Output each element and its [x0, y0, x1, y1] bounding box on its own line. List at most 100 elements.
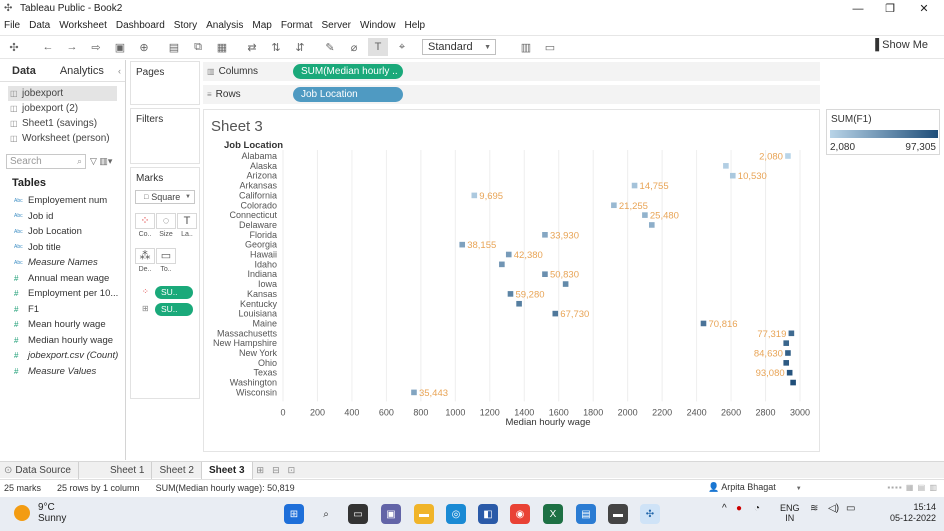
new-worksheet-tab-icon[interactable]: ⊞ [256, 464, 265, 475]
new-worksheet-icon[interactable]: ▤ [168, 41, 180, 54]
data-point[interactable] [562, 281, 569, 287]
sort-ascending-icon[interactable]: ⇅ [271, 41, 281, 54]
menu-story[interactable]: Story [173, 19, 198, 31]
minimize-button[interactable]: — [852, 2, 864, 15]
data-point[interactable] [631, 182, 638, 189]
undo-icon[interactable]: ← [42, 41, 54, 53]
data-point[interactable] [499, 261, 505, 268]
edge-icon[interactable]: ◎ [446, 504, 466, 524]
restore-button[interactable]: ❐ [885, 3, 895, 15]
store-icon[interactable]: ◧ [478, 504, 498, 524]
terminal-icon[interactable]: ▬ [608, 504, 628, 524]
datasource-item[interactable]: ◫ jobexport [8, 86, 117, 101]
data-point[interactable] [542, 271, 548, 277]
task-view-icon[interactable]: ▭ [348, 504, 368, 524]
detail-button[interactable]: ⁂ De.. [135, 248, 155, 278]
filters-card[interactable]: Filters [130, 108, 200, 164]
sort-descending-icon[interactable]: ⇵ [295, 41, 305, 54]
pin-icon[interactable]: ⌖ [398, 40, 406, 53]
weather-widget[interactable]: 9°C Sunny [14, 502, 66, 524]
menu-format[interactable]: Format [280, 19, 313, 31]
mark-type-dropdown[interactable]: □ Square ▼ [135, 190, 195, 204]
field-item[interactable]: # Measure Values [0, 364, 126, 380]
data-point[interactable] [516, 300, 522, 307]
show-cards-icon[interactable]: ▥ [520, 41, 532, 54]
field-item[interactable]: Abc Measure Names [0, 255, 126, 271]
datasource-item[interactable]: ◫ jobexport (2) [0, 101, 125, 116]
data-point[interactable] [785, 350, 791, 356]
volume-icon[interactable]: ◁) [828, 503, 840, 514]
data-point[interactable] [783, 360, 790, 366]
menu-map[interactable]: Map [252, 19, 272, 31]
wifi-icon[interactable]: ≋ [810, 503, 819, 514]
sync-icon[interactable]: ◔ [754, 503, 761, 514]
field-item[interactable]: Abc Job Location [0, 224, 126, 240]
color-legend[interactable]: SUM(F1) 2,080 97,305 [826, 109, 940, 155]
data-point[interactable] [507, 291, 514, 297]
columns-pill[interactable]: SUM(Median hourly .. [293, 64, 403, 79]
close-button[interactable]: ✕ [919, 3, 929, 15]
data-point[interactable] [552, 310, 559, 317]
labels-icon[interactable]: T [368, 38, 388, 56]
worksheet-view[interactable]: Sheet 3 Job Location Median hourly wage … [203, 109, 820, 452]
user-menu[interactable]: 👤 Arpita Bhagat ▼ [708, 482, 802, 493]
group-icon[interactable]: ⌀ [350, 41, 358, 54]
new-datasource-icon[interactable]: ⊕ [139, 41, 149, 54]
clear-sheet-icon[interactable]: ▦ [216, 41, 228, 54]
field-item[interactable]: # Median hourly wage [0, 333, 126, 349]
teams-icon[interactable]: ▣ [381, 504, 401, 524]
columns-shelf[interactable]: ▥ Columns SUM(Median hourly .. [203, 62, 820, 81]
antivirus-icon[interactable]: ● [736, 503, 743, 514]
redo-icon[interactable]: → [66, 41, 78, 53]
data-point[interactable] [790, 379, 796, 386]
field-item[interactable]: # Mean hourly wage [0, 317, 126, 333]
collapse-icon[interactable]: ‹ [118, 65, 121, 76]
swap-icon[interactable]: ⇄ [247, 41, 257, 54]
highlight-icon[interactable]: ✎ [325, 41, 335, 54]
data-point[interactable] [411, 389, 417, 396]
save-icon[interactable]: ▣ [114, 41, 126, 54]
data-point[interactable] [648, 222, 655, 228]
field-item[interactable]: Abc Job title [0, 240, 126, 256]
presentation-icon[interactable]: ▭ [544, 41, 556, 54]
show-me-button[interactable]: ▐ Show Me [871, 39, 928, 51]
new-dashboard-tab-icon[interactable]: ⊟ [272, 464, 280, 475]
data-point[interactable] [459, 241, 466, 248]
menu-worksheet[interactable]: Worksheet [59, 19, 107, 31]
datasource-item[interactable]: ◫ Worksheet (person) [0, 131, 125, 146]
new-story-tab-icon[interactable]: ⊡ [287, 464, 296, 475]
color-pill[interactable]: SU.. [155, 286, 193, 299]
menu-data[interactable]: Data [29, 19, 51, 31]
menu-file[interactable]: File [4, 19, 21, 31]
data-point[interactable] [542, 232, 548, 238]
data-point[interactable] [783, 340, 790, 346]
field-item[interactable]: Abc Employement num [0, 193, 126, 209]
pages-card[interactable]: Pages [130, 61, 200, 105]
view-toggle-icons[interactable]: ▪▪▪▪ ▦ ▤ ▥ [887, 483, 938, 492]
field-item[interactable]: # Employment per 10... [0, 286, 126, 302]
search-input[interactable]: Search ⌕ [6, 154, 86, 169]
menu-dashboard[interactable]: Dashboard [115, 19, 165, 31]
language-indicator[interactable]: ENG IN [780, 503, 800, 523]
tab-sheet-1[interactable]: Sheet 1 [103, 461, 153, 479]
clock[interactable]: 15:14 05-12-2022 [890, 502, 936, 524]
data-point[interactable] [700, 320, 707, 327]
search-taskbar-icon[interactable]: ⌕ [323, 508, 329, 520]
menu-help[interactable]: Help [404, 19, 426, 31]
duplicate-icon[interactable]: ⧉ [194, 40, 202, 53]
field-item[interactable]: # F1 [0, 302, 126, 318]
color-button[interactable]: ⁘ Co.. [135, 213, 155, 243]
data-point[interactable] [785, 153, 791, 159]
start-icon[interactable]: ⊞ [284, 504, 304, 524]
chrome-icon[interactable]: ◉ [510, 504, 530, 524]
data-point[interactable] [788, 330, 795, 337]
filter-icon[interactable]: ▽ ▥▾ [90, 156, 113, 166]
tray-chevron-icon[interactable]: ^ [722, 503, 727, 514]
label-pill[interactable]: SU.. [155, 303, 193, 316]
battery-icon[interactable]: ▭ [846, 503, 856, 514]
menu-server[interactable]: Server [321, 19, 351, 31]
field-item[interactable]: # jobexport.csv (Count) [0, 348, 126, 364]
data-point[interactable] [723, 163, 729, 169]
rows-pill[interactable]: Job Location [293, 87, 403, 102]
tab-analytics[interactable]: Analytics [59, 64, 104, 77]
